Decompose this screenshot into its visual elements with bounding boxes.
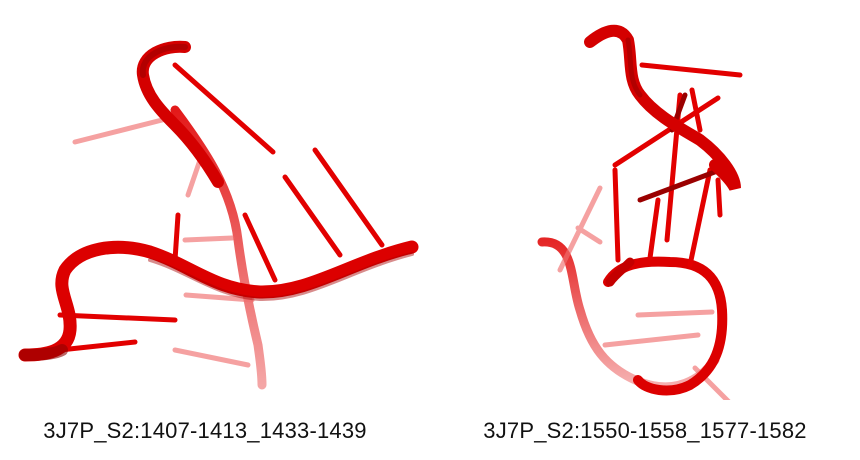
- base-pairs: [57, 62, 385, 353]
- hairpin-strand-shade: [625, 37, 643, 98]
- structure-caption-right: 3J7P_S2:1550-1558_1577-1582: [483, 418, 807, 443]
- base-pairs-faint: [72, 115, 255, 368]
- loop-strand-main: [603, 256, 728, 396]
- structure-panel-right: 3J7P_S2:1550-1558_1577-1582: [430, 0, 860, 460]
- backbone-strand-main: [18, 240, 419, 362]
- hairpin-stem: [605, 257, 635, 287]
- backbone-end-left: [19, 344, 68, 361]
- backbone-strand-main-shade: [148, 252, 414, 302]
- structure-caption-left: 3J7P_S2:1407-1413_1433-1439: [43, 418, 367, 443]
- rna-structure-right: [537, 24, 743, 400]
- base-pairs: [612, 62, 743, 268]
- backbone-strand-back: [170, 105, 267, 390]
- rna-structure-left: [18, 40, 419, 390]
- hairpin-strand: [584, 24, 741, 191]
- backbone-strand-top-shade: [139, 43, 188, 78]
- structure-panel-left: 3J7P_S2:1407-1413_1433-1439: [18, 40, 419, 443]
